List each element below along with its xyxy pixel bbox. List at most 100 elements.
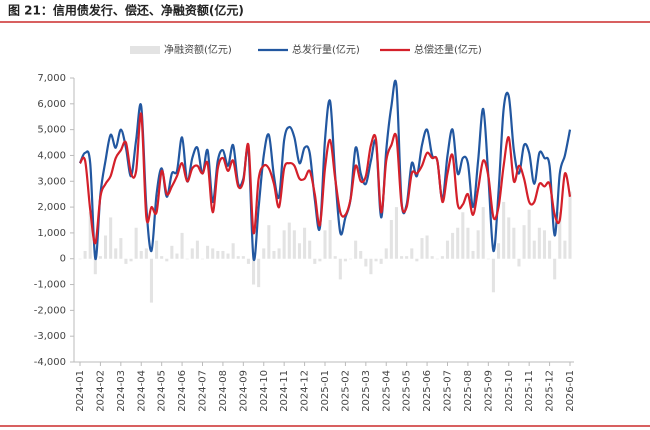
bar — [343, 258, 347, 262]
bar — [185, 258, 189, 260]
chart-title: 图 21：信用债发行、偿还、净融资额(亿元) — [8, 3, 244, 18]
x-tick-label: 2025-07 — [443, 370, 454, 412]
bar — [440, 256, 444, 259]
bar — [277, 248, 281, 259]
bar — [292, 230, 296, 259]
bar — [364, 258, 368, 267]
bar — [297, 243, 302, 259]
bar — [497, 243, 501, 259]
bar — [405, 256, 409, 259]
bar — [144, 248, 148, 259]
x-tick-label: 2024-02 — [95, 370, 106, 412]
x-tick-label: 2025-12 — [545, 370, 556, 412]
bar — [236, 256, 240, 259]
bar — [445, 240, 450, 259]
x-tick-label: 2024-09 — [238, 370, 249, 412]
bar — [394, 207, 398, 259]
x-tick-label: 2025-08 — [463, 370, 474, 412]
y-tick-label: 2,000 — [37, 202, 66, 213]
y-tick-label: 6,000 — [37, 99, 66, 110]
bar — [466, 227, 470, 259]
y-tick-label: 7,000 — [37, 73, 66, 84]
bar — [430, 256, 434, 259]
bar — [542, 230, 547, 259]
bar — [568, 191, 572, 259]
bar — [98, 256, 102, 259]
bar — [149, 258, 153, 303]
x-tick-label: 2024-04 — [136, 370, 147, 412]
x-tick-label: 2024-11 — [279, 370, 290, 412]
bar — [200, 258, 205, 260]
bar — [323, 230, 327, 259]
bar — [420, 238, 424, 259]
bar — [532, 240, 536, 259]
y-tick-label: 1,000 — [37, 228, 66, 239]
bar — [435, 258, 439, 260]
y-tick-label: -1,000 — [34, 280, 66, 291]
bar — [563, 240, 567, 259]
bar — [308, 240, 312, 259]
bar — [471, 250, 475, 259]
y-tick-label: 5,000 — [37, 125, 66, 136]
bar — [103, 235, 108, 259]
bar — [170, 245, 174, 259]
legend-label: 净融资额(亿元) — [164, 43, 232, 56]
bar — [180, 232, 184, 259]
bar — [303, 227, 307, 259]
bar — [548, 240, 552, 259]
bar — [175, 253, 179, 259]
y-tick-label: -4,000 — [34, 357, 66, 368]
bar — [262, 248, 266, 259]
x-tick-label: 2024-05 — [157, 370, 168, 412]
bar — [124, 258, 128, 264]
x-tick-label: 2026-01 — [565, 370, 576, 412]
x-tick-label: 2025-10 — [504, 370, 515, 412]
bar — [318, 258, 322, 262]
bar — [246, 258, 250, 264]
bar — [558, 212, 562, 259]
bar — [109, 217, 113, 259]
bar — [211, 248, 215, 259]
bar — [379, 258, 383, 264]
bar — [328, 220, 332, 259]
bar — [389, 220, 393, 259]
x-tick-label: 2024-12 — [300, 370, 311, 412]
y-tick-label: -3,000 — [34, 331, 66, 342]
bar — [456, 227, 460, 259]
x-tick-label: 2025-02 — [340, 370, 351, 412]
bar — [78, 258, 82, 260]
bar — [374, 258, 378, 262]
bar — [400, 256, 404, 259]
bar — [252, 258, 256, 285]
bar — [226, 253, 230, 259]
bar — [527, 209, 531, 259]
bar — [206, 245, 210, 259]
bar — [139, 250, 143, 259]
bar — [93, 258, 97, 275]
x-tick-label: 2025-09 — [483, 370, 494, 412]
y-tick-label: 0 — [60, 254, 66, 265]
bar — [425, 235, 429, 259]
bar — [282, 230, 286, 259]
bar — [272, 250, 276, 259]
bar — [241, 256, 245, 259]
x-tick-label: 2025-04 — [381, 370, 392, 412]
x-tick-label: 2024-10 — [259, 370, 270, 412]
bar — [507, 217, 511, 259]
x-tick-label: 2024-06 — [177, 370, 188, 412]
bar — [231, 243, 235, 259]
y-tick-label: 3,000 — [37, 176, 66, 187]
bar — [461, 212, 465, 259]
bar — [165, 258, 169, 262]
legend-label: 总发行量(亿元) — [292, 43, 360, 56]
bar — [348, 258, 353, 260]
line — [79, 112, 572, 245]
bar — [512, 227, 516, 259]
x-tick-label: 2025-05 — [402, 370, 413, 412]
bar — [134, 227, 138, 259]
bar — [522, 225, 526, 259]
x-tick-label: 2025-06 — [422, 370, 433, 412]
bar — [160, 256, 164, 259]
bar — [333, 256, 337, 259]
x-tick-label: 2024-03 — [116, 370, 127, 412]
